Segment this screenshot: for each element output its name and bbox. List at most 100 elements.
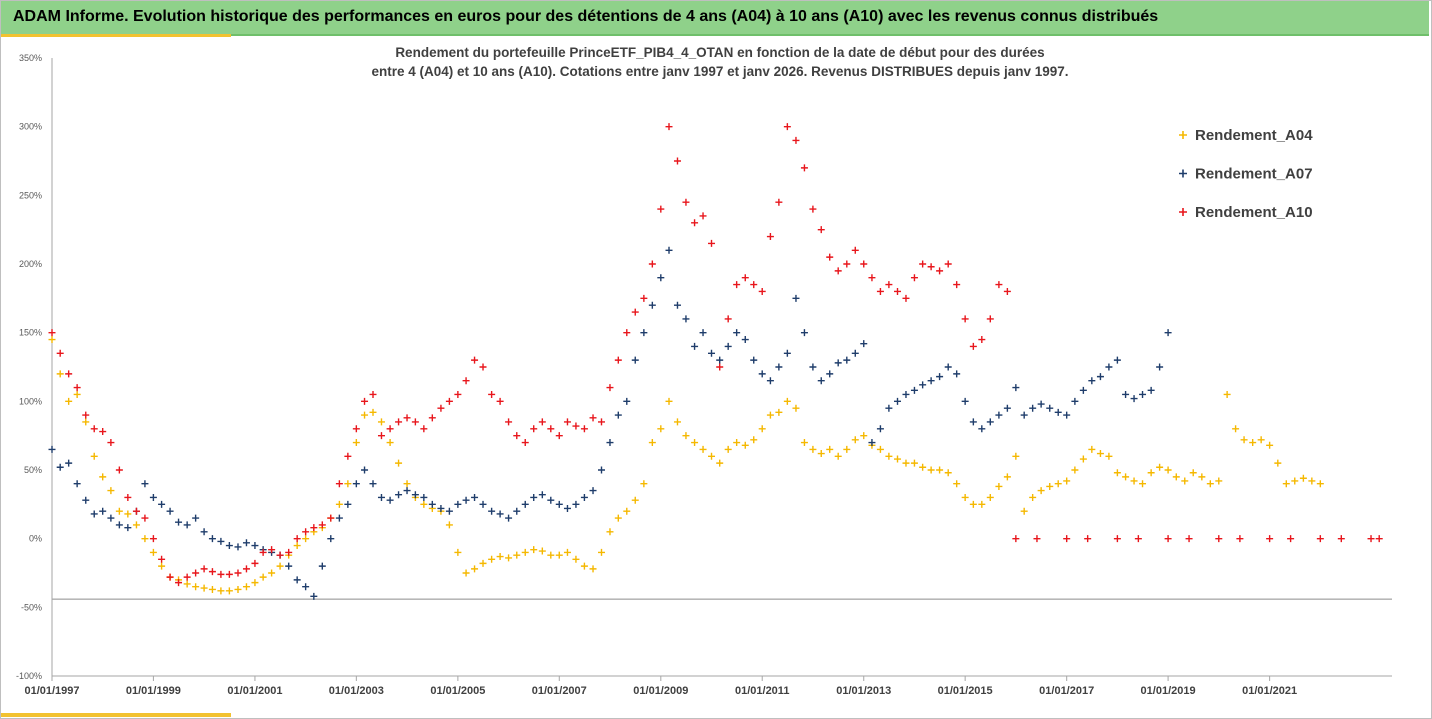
data-point xyxy=(834,452,842,460)
data-point xyxy=(90,510,98,518)
data-point xyxy=(454,390,462,398)
data-point xyxy=(826,370,834,378)
data-point xyxy=(344,452,352,460)
data-point xyxy=(1096,373,1104,381)
data-point xyxy=(741,441,749,449)
data-point xyxy=(488,555,496,563)
data-point xyxy=(868,439,876,447)
data-point xyxy=(860,432,868,440)
data-point xyxy=(1130,395,1138,403)
data-point xyxy=(640,329,648,337)
data-point xyxy=(141,535,149,543)
data-point xyxy=(395,459,403,467)
data-point xyxy=(775,363,783,371)
data-point xyxy=(969,500,977,508)
data-point xyxy=(1299,474,1307,482)
x-tick-label: 01/01/2001 xyxy=(227,685,282,697)
data-point xyxy=(1096,450,1104,458)
data-point xyxy=(691,219,699,227)
data-point xyxy=(563,418,571,426)
data-point xyxy=(1164,466,1172,474)
data-point xyxy=(403,480,411,488)
data-point xyxy=(420,425,428,433)
data-point xyxy=(589,565,597,573)
data-point xyxy=(969,342,977,350)
data-point xyxy=(496,553,504,561)
chart-title: Rendement du portefeuille PrinceETF_PIB4… xyxy=(300,43,1140,81)
chart-title-line1: Rendement du portefeuille PrinceETF_PIB4… xyxy=(395,45,1045,60)
data-point xyxy=(1105,363,1113,371)
data-point xyxy=(302,535,310,543)
data-point xyxy=(538,491,546,499)
data-point xyxy=(978,500,986,508)
data-point xyxy=(158,562,166,570)
data-point xyxy=(141,514,149,522)
data-point xyxy=(1282,480,1290,488)
data-point xyxy=(293,535,301,543)
data-point xyxy=(986,315,994,323)
data-point xyxy=(1181,477,1189,485)
data-point xyxy=(479,500,487,508)
data-point xyxy=(530,546,538,554)
data-point xyxy=(99,473,107,481)
data-point xyxy=(318,562,326,570)
data-point xyxy=(843,356,851,364)
data-point xyxy=(826,445,834,453)
data-point xyxy=(1079,455,1087,463)
data-point xyxy=(724,445,732,453)
data-point xyxy=(580,425,588,433)
data-point xyxy=(234,543,242,551)
data-point xyxy=(1215,535,1223,543)
data-point xyxy=(377,432,385,440)
series-Rendement_A04 xyxy=(48,336,1324,595)
data-point xyxy=(234,569,242,577)
data-point xyxy=(1266,535,1274,543)
data-point xyxy=(580,493,588,501)
data-point xyxy=(547,551,555,559)
data-point xyxy=(149,548,157,556)
data-point xyxy=(944,363,952,371)
data-point xyxy=(166,573,174,581)
data-point xyxy=(606,528,614,536)
data-point xyxy=(623,507,631,515)
data-point xyxy=(505,514,513,522)
x-tick-label: 01/01/2013 xyxy=(836,685,891,697)
data-point xyxy=(631,356,639,364)
data-point xyxy=(902,294,910,302)
data-point xyxy=(969,418,977,426)
data-point xyxy=(149,535,157,543)
data-point xyxy=(775,198,783,206)
data-point xyxy=(682,198,690,206)
x-tick-label: 01/01/1997 xyxy=(24,685,79,697)
data-point xyxy=(640,294,648,302)
data-point xyxy=(792,294,800,302)
data-point xyxy=(868,274,876,282)
data-point xyxy=(961,397,969,405)
data-point xyxy=(1156,363,1164,371)
data-point xyxy=(175,518,183,526)
data-point xyxy=(817,226,825,234)
data-point xyxy=(953,370,961,378)
data-point xyxy=(1029,493,1037,501)
data-point xyxy=(995,281,1003,289)
data-point xyxy=(200,584,208,592)
data-point xyxy=(716,363,724,371)
data-point xyxy=(910,386,918,394)
data-point xyxy=(56,349,64,357)
data-point xyxy=(1291,477,1299,485)
data-point xyxy=(1003,287,1011,295)
data-point xyxy=(953,480,961,488)
data-point xyxy=(1122,390,1130,398)
data-point xyxy=(73,390,81,398)
data-point xyxy=(783,397,791,405)
data-point xyxy=(589,414,597,422)
data-point xyxy=(936,466,944,474)
data-point xyxy=(563,504,571,512)
data-point xyxy=(538,547,546,555)
data-point xyxy=(995,411,1003,419)
data-point xyxy=(361,466,369,474)
data-point xyxy=(1113,535,1121,543)
data-point xyxy=(1063,411,1071,419)
legend-label: Rendement_A04 xyxy=(1195,127,1313,144)
data-point xyxy=(352,425,360,433)
